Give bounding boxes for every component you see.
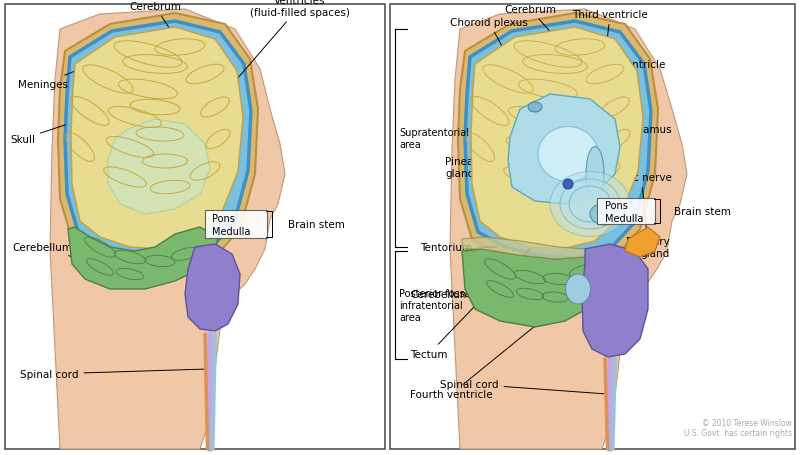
Text: Ventricles
(fluid-filled spaces): Ventricles (fluid-filled spaces) [187,0,350,137]
PathPatch shape [458,14,658,268]
Text: Pineal
gland: Pineal gland [445,157,566,184]
Ellipse shape [538,127,598,182]
FancyBboxPatch shape [598,198,655,225]
Text: Lateral ventricle: Lateral ventricle [580,60,665,125]
Text: Supratentorial
area: Supratentorial area [399,128,469,150]
Ellipse shape [590,203,620,226]
PathPatch shape [185,244,240,331]
Text: © 2010 Terese Winslow
U.S. Govt. has certain rights: © 2010 Terese Winslow U.S. Govt. has cer… [684,418,792,437]
PathPatch shape [465,22,651,258]
Text: Choroid plexus: Choroid plexus [450,18,534,105]
PathPatch shape [582,244,648,357]
Ellipse shape [528,103,542,113]
Text: Spinal cord: Spinal cord [20,369,204,379]
Text: Medulla: Medulla [605,213,643,223]
FancyBboxPatch shape [205,210,266,238]
Ellipse shape [569,187,611,222]
PathPatch shape [68,228,218,289]
Ellipse shape [550,172,630,237]
PathPatch shape [625,228,660,258]
Text: Cerebrum: Cerebrum [129,2,181,35]
PathPatch shape [462,249,600,327]
PathPatch shape [71,28,243,249]
Text: Brain stem: Brain stem [288,219,345,229]
Text: Optic nerve: Optic nerve [611,172,672,245]
Ellipse shape [586,147,604,202]
Ellipse shape [560,180,620,229]
Ellipse shape [566,274,590,304]
Ellipse shape [626,238,654,252]
PathPatch shape [462,238,600,259]
PathPatch shape [508,95,620,205]
PathPatch shape [450,10,687,449]
Text: Tectum: Tectum [410,202,576,359]
Text: Cerebrum: Cerebrum [504,5,556,36]
PathPatch shape [471,28,643,249]
Text: Third ventricle: Third ventricle [572,10,648,145]
PathPatch shape [65,22,251,258]
Text: Posterior fossa/
infratentorial
area: Posterior fossa/ infratentorial area [399,289,474,322]
Text: Fourth ventricle: Fourth ventricle [410,293,576,399]
Text: Brain stem: Brain stem [674,207,731,217]
Text: Pons: Pons [605,201,628,211]
Text: Skull: Skull [10,126,66,145]
PathPatch shape [108,120,210,214]
Text: Spinal cord: Spinal cord [440,379,604,394]
PathPatch shape [58,14,258,268]
Text: Meninges: Meninges [18,71,78,90]
Text: Hypothalamus: Hypothalamus [596,125,672,215]
Text: Cerebellum: Cerebellum [410,289,502,299]
Text: Pituitary
gland: Pituitary gland [626,237,670,258]
Text: Pons: Pons [212,213,235,223]
Ellipse shape [563,180,573,190]
Text: Medulla: Medulla [212,226,250,236]
PathPatch shape [50,10,285,449]
Text: Tentorium: Tentorium [420,243,498,253]
Text: Cerebellum: Cerebellum [12,243,82,261]
